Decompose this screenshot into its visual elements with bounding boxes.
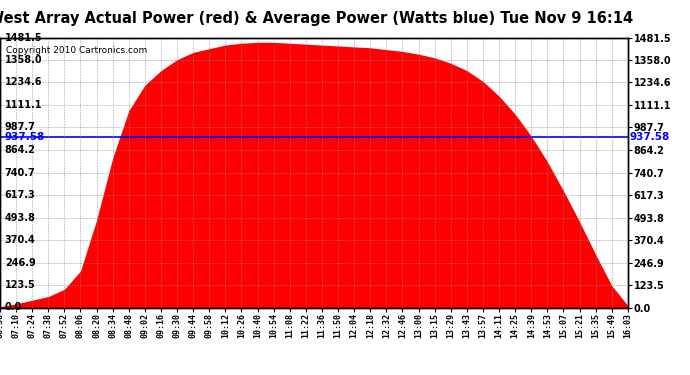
Text: 987.7: 987.7 bbox=[5, 123, 36, 132]
Text: 0.0: 0.0 bbox=[5, 303, 22, 312]
Text: 937.58: 937.58 bbox=[629, 132, 669, 142]
Text: 1481.5: 1481.5 bbox=[5, 33, 43, 42]
Text: 1234.6: 1234.6 bbox=[5, 78, 42, 87]
Text: 370.4: 370.4 bbox=[5, 235, 36, 245]
Text: 1111.1: 1111.1 bbox=[5, 100, 42, 110]
Text: 1358.0: 1358.0 bbox=[5, 55, 43, 65]
Text: 123.5: 123.5 bbox=[5, 280, 36, 290]
Text: 617.3: 617.3 bbox=[5, 190, 36, 200]
Text: 246.9: 246.9 bbox=[5, 258, 36, 267]
Text: 937.58: 937.58 bbox=[5, 132, 45, 142]
Text: West Array Actual Power (red) & Average Power (Watts blue) Tue Nov 9 16:14: West Array Actual Power (red) & Average … bbox=[0, 11, 633, 26]
Text: 864.2: 864.2 bbox=[5, 145, 36, 155]
Text: 493.8: 493.8 bbox=[5, 213, 36, 222]
Text: 740.7: 740.7 bbox=[5, 168, 36, 177]
Text: Copyright 2010 Cartronics.com: Copyright 2010 Cartronics.com bbox=[6, 46, 148, 55]
